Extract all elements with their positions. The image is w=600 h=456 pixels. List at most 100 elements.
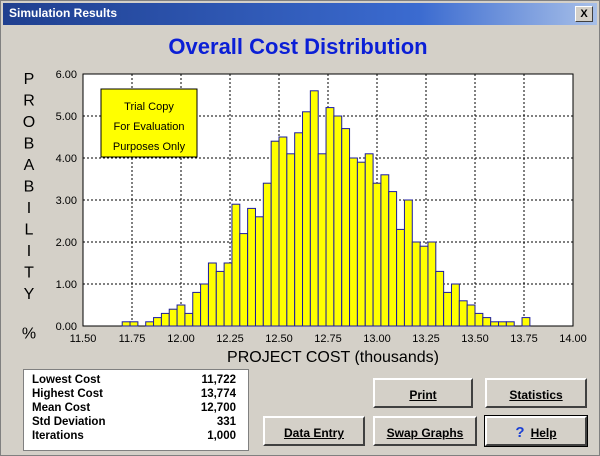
histogram-bar [443, 291, 452, 327]
histogram-bar [333, 115, 343, 327]
help-button[interactable]: ? Help [484, 415, 588, 447]
histogram-bar [317, 153, 327, 327]
x-tick-label: 12.50 [265, 333, 293, 345]
y-axis-label-letter: Y [24, 286, 35, 303]
x-tick-label: 11.50 [70, 333, 97, 345]
histogram-bar [427, 241, 437, 327]
histogram-bar [435, 270, 445, 327]
histogram-bar [498, 321, 507, 327]
y-axis-label-letter: O [23, 114, 35, 131]
y-tick-label: 2.00 [56, 237, 77, 249]
x-tick-label: 12.75 [314, 333, 342, 345]
histogram-bar [521, 317, 531, 327]
y-axis-label-letter: T [24, 265, 34, 282]
stat-row-lowest: Lowest Cost 11,722 [32, 374, 236, 388]
help-button-label: Help [530, 426, 557, 440]
histogram-bar [153, 317, 162, 327]
histogram-bar [388, 191, 398, 327]
stat-label: Highest Cost [32, 388, 103, 400]
y-axis-label-letter: I [27, 243, 31, 260]
chart-title: Overall Cost Distribution [168, 34, 428, 59]
histogram-bar [129, 321, 139, 327]
y-tick-label: 3.00 [56, 195, 77, 207]
stat-row-mean: Mean Cost 12,700 [32, 402, 236, 416]
histogram-bar [419, 245, 429, 327]
histogram-bar [160, 312, 170, 327]
histogram-bar [403, 199, 413, 327]
histogram-bar [372, 182, 382, 327]
y-axis-label-letter: P [24, 71, 35, 88]
histogram-bar [200, 283, 209, 327]
swap-graphs-button-label: Swap Graphs [386, 426, 464, 440]
x-tick-label: 11.75 [119, 333, 146, 345]
histogram-bar [207, 262, 217, 327]
help-icon: ? [515, 424, 525, 441]
x-tick-label: 12.00 [167, 333, 195, 345]
close-button[interactable]: X [575, 6, 593, 22]
y-axis-label-unit: % [22, 326, 36, 343]
y-axis-label-letter: R [23, 93, 35, 110]
stat-value: 12,700 [200, 402, 236, 414]
x-tick-label: 13.75 [510, 333, 538, 345]
x-tick-labels: 11.50 11.75 12.00 12.25 12.50 12.75 13.00 13.25… [70, 333, 587, 345]
y-tick-label: 0.00 [56, 321, 77, 333]
stat-row-highest: Highest Cost 13,774 [32, 388, 236, 402]
histogram-bar [396, 228, 405, 327]
histogram-bar [247, 207, 256, 327]
print-button-label: Print [409, 388, 437, 402]
statistics-button-label: Statistics [509, 388, 563, 402]
stat-row-std-dev: Std Deviation 331 [32, 416, 236, 430]
y-tick-label: 1.00 [56, 279, 77, 291]
stat-label: Lowest Cost [32, 374, 101, 386]
histogram-bar [309, 90, 319, 327]
histogram-bar [145, 321, 155, 327]
histogram-bar [482, 317, 492, 327]
y-tick-labels: 0.00 1.00 2.00 3.00 4.00 5.00 6.00 [56, 69, 77, 333]
print-button[interactable]: Print [373, 378, 473, 408]
y-axis-label-letter: B [24, 179, 35, 196]
y-tick-label: 4.00 [56, 153, 77, 165]
chart-panel: Overall Cost Distribution P R O B A B I L I T Y% 0… [3, 28, 597, 365]
data-entry-button[interactable]: Data Entry [263, 416, 365, 446]
stat-label: Mean Cost [32, 402, 91, 414]
histogram-bar [302, 111, 311, 327]
y-axis-label-letter: B [24, 136, 35, 153]
histogram-bar [349, 157, 358, 327]
histogram-bar [458, 300, 468, 327]
x-tick-label: 14.00 [559, 333, 587, 345]
y-tick-label: 6.00 [56, 69, 77, 81]
histogram-bar [184, 312, 194, 327]
window-title: Simulation Results [9, 6, 118, 20]
swap-graphs-button[interactable]: Swap Graphs [373, 416, 477, 446]
histogram-bar [176, 304, 186, 327]
histogram-bar [505, 321, 515, 327]
histogram-bar [325, 107, 335, 327]
x-tick-label: 13.25 [412, 333, 440, 345]
statistics-panel: Lowest Cost 11,722 Highest Cost 13,774 M… [23, 369, 249, 451]
stat-value: 1,000 [207, 430, 236, 442]
histogram-bar [411, 241, 421, 327]
bars-group [121, 90, 531, 327]
histogram-bar [341, 128, 351, 327]
data-entry-button-label: Data Entry [283, 426, 345, 440]
histogram-bar [356, 161, 366, 327]
title-bar[interactable]: Simulation Results X [3, 3, 597, 25]
histogram-bar [121, 321, 131, 327]
x-tick-label: 13.00 [363, 333, 391, 345]
histogram-bar [239, 233, 249, 327]
histogram-bar [294, 132, 304, 327]
histogram-bar [231, 203, 241, 327]
histogram-bar [192, 291, 202, 327]
statistics-button[interactable]: Statistics [485, 378, 587, 408]
histogram-bar [380, 174, 390, 327]
histogram-bar [450, 283, 460, 327]
histogram-bar [215, 270, 225, 327]
histogram-bar [364, 153, 374, 327]
histogram-bar [254, 216, 264, 327]
histogram-bar [168, 308, 178, 327]
y-axis-label-letter: L [25, 222, 34, 239]
histogram-bar [490, 321, 500, 327]
y-tick-label: 5.00 [56, 111, 77, 123]
